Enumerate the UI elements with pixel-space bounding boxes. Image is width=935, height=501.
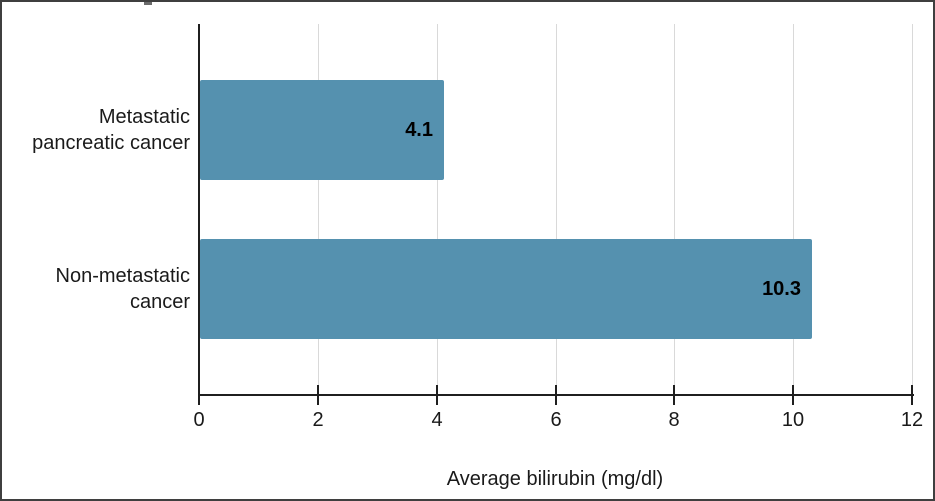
gridline	[318, 24, 319, 394]
x-tick-mark	[436, 385, 438, 405]
x-tick-mark	[673, 385, 675, 405]
x-tick-mark	[317, 385, 319, 405]
bar-value-label: 4.1	[405, 119, 433, 141]
category-label-line: pancreatic cancer	[32, 132, 190, 154]
x-axis-title: Average bilirubin (mg/dl)	[446, 468, 664, 490]
x-tick-label: 12	[900, 409, 924, 431]
x-tick-label: 0	[193, 409, 205, 431]
x-tick-label: 6	[550, 409, 562, 431]
y-axis-line	[198, 24, 200, 396]
category-label-line: Non-metastatic	[55, 265, 191, 287]
category-label-line: cancer	[129, 291, 190, 313]
category-label: Metastatic pancreatic cancer	[10, 104, 190, 156]
category-label: Non-metastatic cancer	[10, 263, 191, 315]
x-tick-mark	[198, 385, 200, 405]
gridline	[674, 24, 675, 394]
gridline	[437, 24, 438, 394]
gridline	[556, 24, 557, 394]
x-tick-label: 10	[781, 409, 805, 431]
bar-value-label: 10.3	[762, 278, 801, 300]
x-tick-mark	[555, 385, 557, 405]
bar	[200, 80, 444, 180]
x-tick-label: 2	[312, 409, 324, 431]
x-tick-mark	[911, 385, 913, 405]
bar	[200, 239, 812, 339]
x-tick-label: 4	[431, 409, 443, 431]
x-tick-mark	[792, 385, 794, 405]
crop-artifact-mark	[144, 2, 152, 5]
gridline	[793, 24, 794, 394]
category-label-line: Metastatic	[98, 106, 190, 128]
gridline	[912, 24, 913, 394]
x-tick-label: 8	[668, 409, 680, 431]
